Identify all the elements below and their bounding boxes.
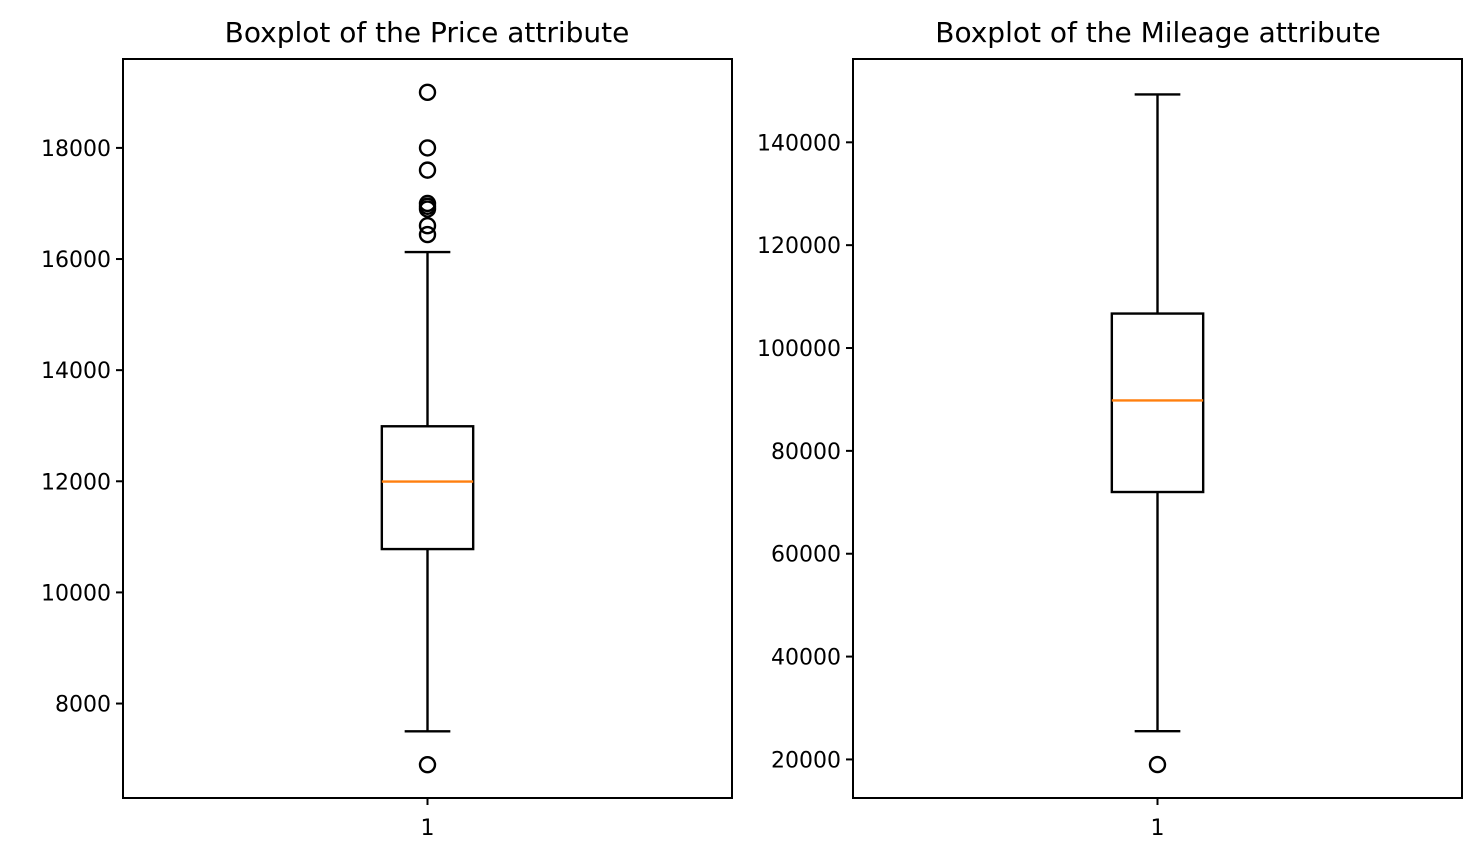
mileage-chart-title: Boxplot of the Mileage attribute (935, 16, 1380, 49)
mileage-boxplot-panel: Boxplot of the Mileage attribute 20000 40… (757, 16, 1463, 841)
mileage-box (1110, 312, 1205, 494)
mileage-marks: 20000 40000 60000 80000 100000 120000 140000 1 (757, 93, 1205, 841)
price-outlier-point (418, 755, 437, 774)
price-marks: 8000 10000 12000 14000 16000 18000 1 (41, 83, 475, 841)
price-outlier-point (418, 194, 437, 213)
price-ytick-label: 12000 (41, 470, 111, 495)
price-ytick-label: 10000 (41, 581, 111, 606)
mileage-ytick-label: 80000 (771, 440, 841, 465)
price-ytick-label: 18000 (41, 137, 111, 162)
mileage-ytick-label: 120000 (757, 234, 841, 259)
mileage-xtick-label: 1 (1151, 816, 1165, 841)
mileage-ytick-label: 40000 (771, 646, 841, 671)
price-outlier-point (418, 161, 437, 179)
price-ytick-label: 16000 (41, 248, 111, 273)
price-xtick-label: 1 (421, 816, 435, 841)
mileage-outlier-point (1148, 755, 1167, 774)
mileage-ytick-label: 20000 (771, 748, 841, 773)
price-ytick-label: 14000 (41, 359, 111, 384)
price-box (380, 425, 475, 551)
mileage-ytick-label: 140000 (757, 131, 841, 156)
price-outlier-point (418, 83, 437, 102)
mileage-ytick-label: 100000 (757, 337, 841, 362)
price-outlier-point (418, 139, 437, 157)
price-outlier-point (418, 225, 437, 244)
mileage-ytick-label: 60000 (771, 543, 841, 568)
price-chart-title: Boxplot of the Price attribute (225, 16, 630, 49)
price-ytick-label: 8000 (55, 693, 111, 718)
price-outlier-point (418, 216, 437, 235)
price-boxplot-panel: Boxplot of the Price attribute 8000 10000… (41, 16, 733, 841)
